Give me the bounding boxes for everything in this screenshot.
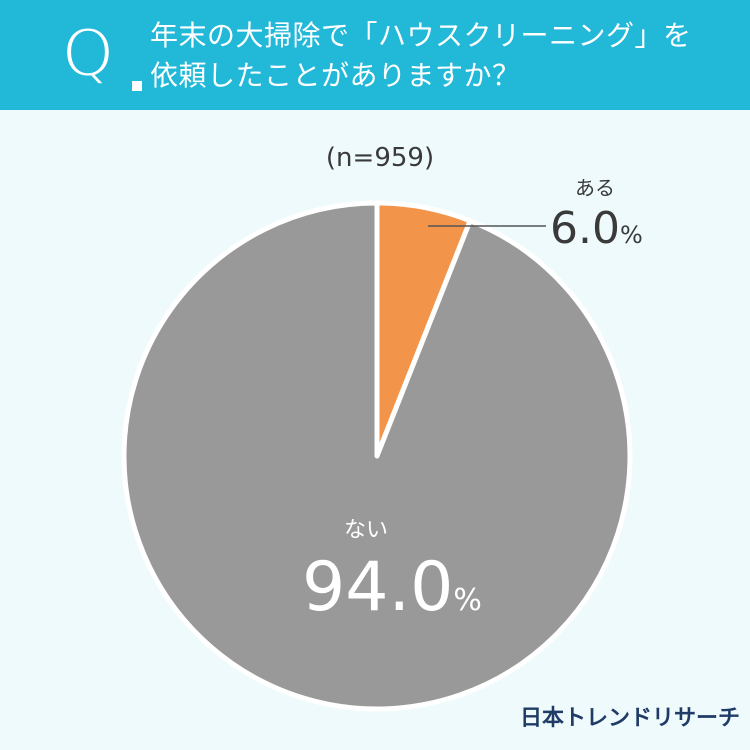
slice-value-nai: 94.0% <box>302 548 482 627</box>
brand-logo: 日本トレンドリサーチ <box>520 706 741 731</box>
slice-label-nai: ない <box>344 518 389 543</box>
sample-size-label: (n=959) <box>325 143 435 173</box>
pie-slice-nai <box>121 200 633 712</box>
question-line-2: 依頼したことがありますか？ <box>150 59 521 92</box>
question-line-1: 年末の大掃除で「ハウスクリーニング」を <box>150 19 692 52</box>
slice-value-nai-unit: % <box>453 583 482 618</box>
slice-value-aru: 6.0% <box>550 203 643 254</box>
question-text: 年末の大掃除で「ハウスクリーニング」を 依頼したことがありますか？ <box>150 16 740 96</box>
slice-label-aru: ある <box>575 176 615 200</box>
q-dot <box>132 81 142 91</box>
question-header: Q 年末の大掃除で「ハウスクリーニング」を 依頼したことがありますか？ <box>0 0 750 110</box>
slice-value-aru-number: 6.0 <box>550 203 620 254</box>
slice-value-nai-number: 94.0 <box>302 548 454 627</box>
q-mark: Q <box>61 14 116 94</box>
slice-value-aru-unit: % <box>619 221 643 249</box>
